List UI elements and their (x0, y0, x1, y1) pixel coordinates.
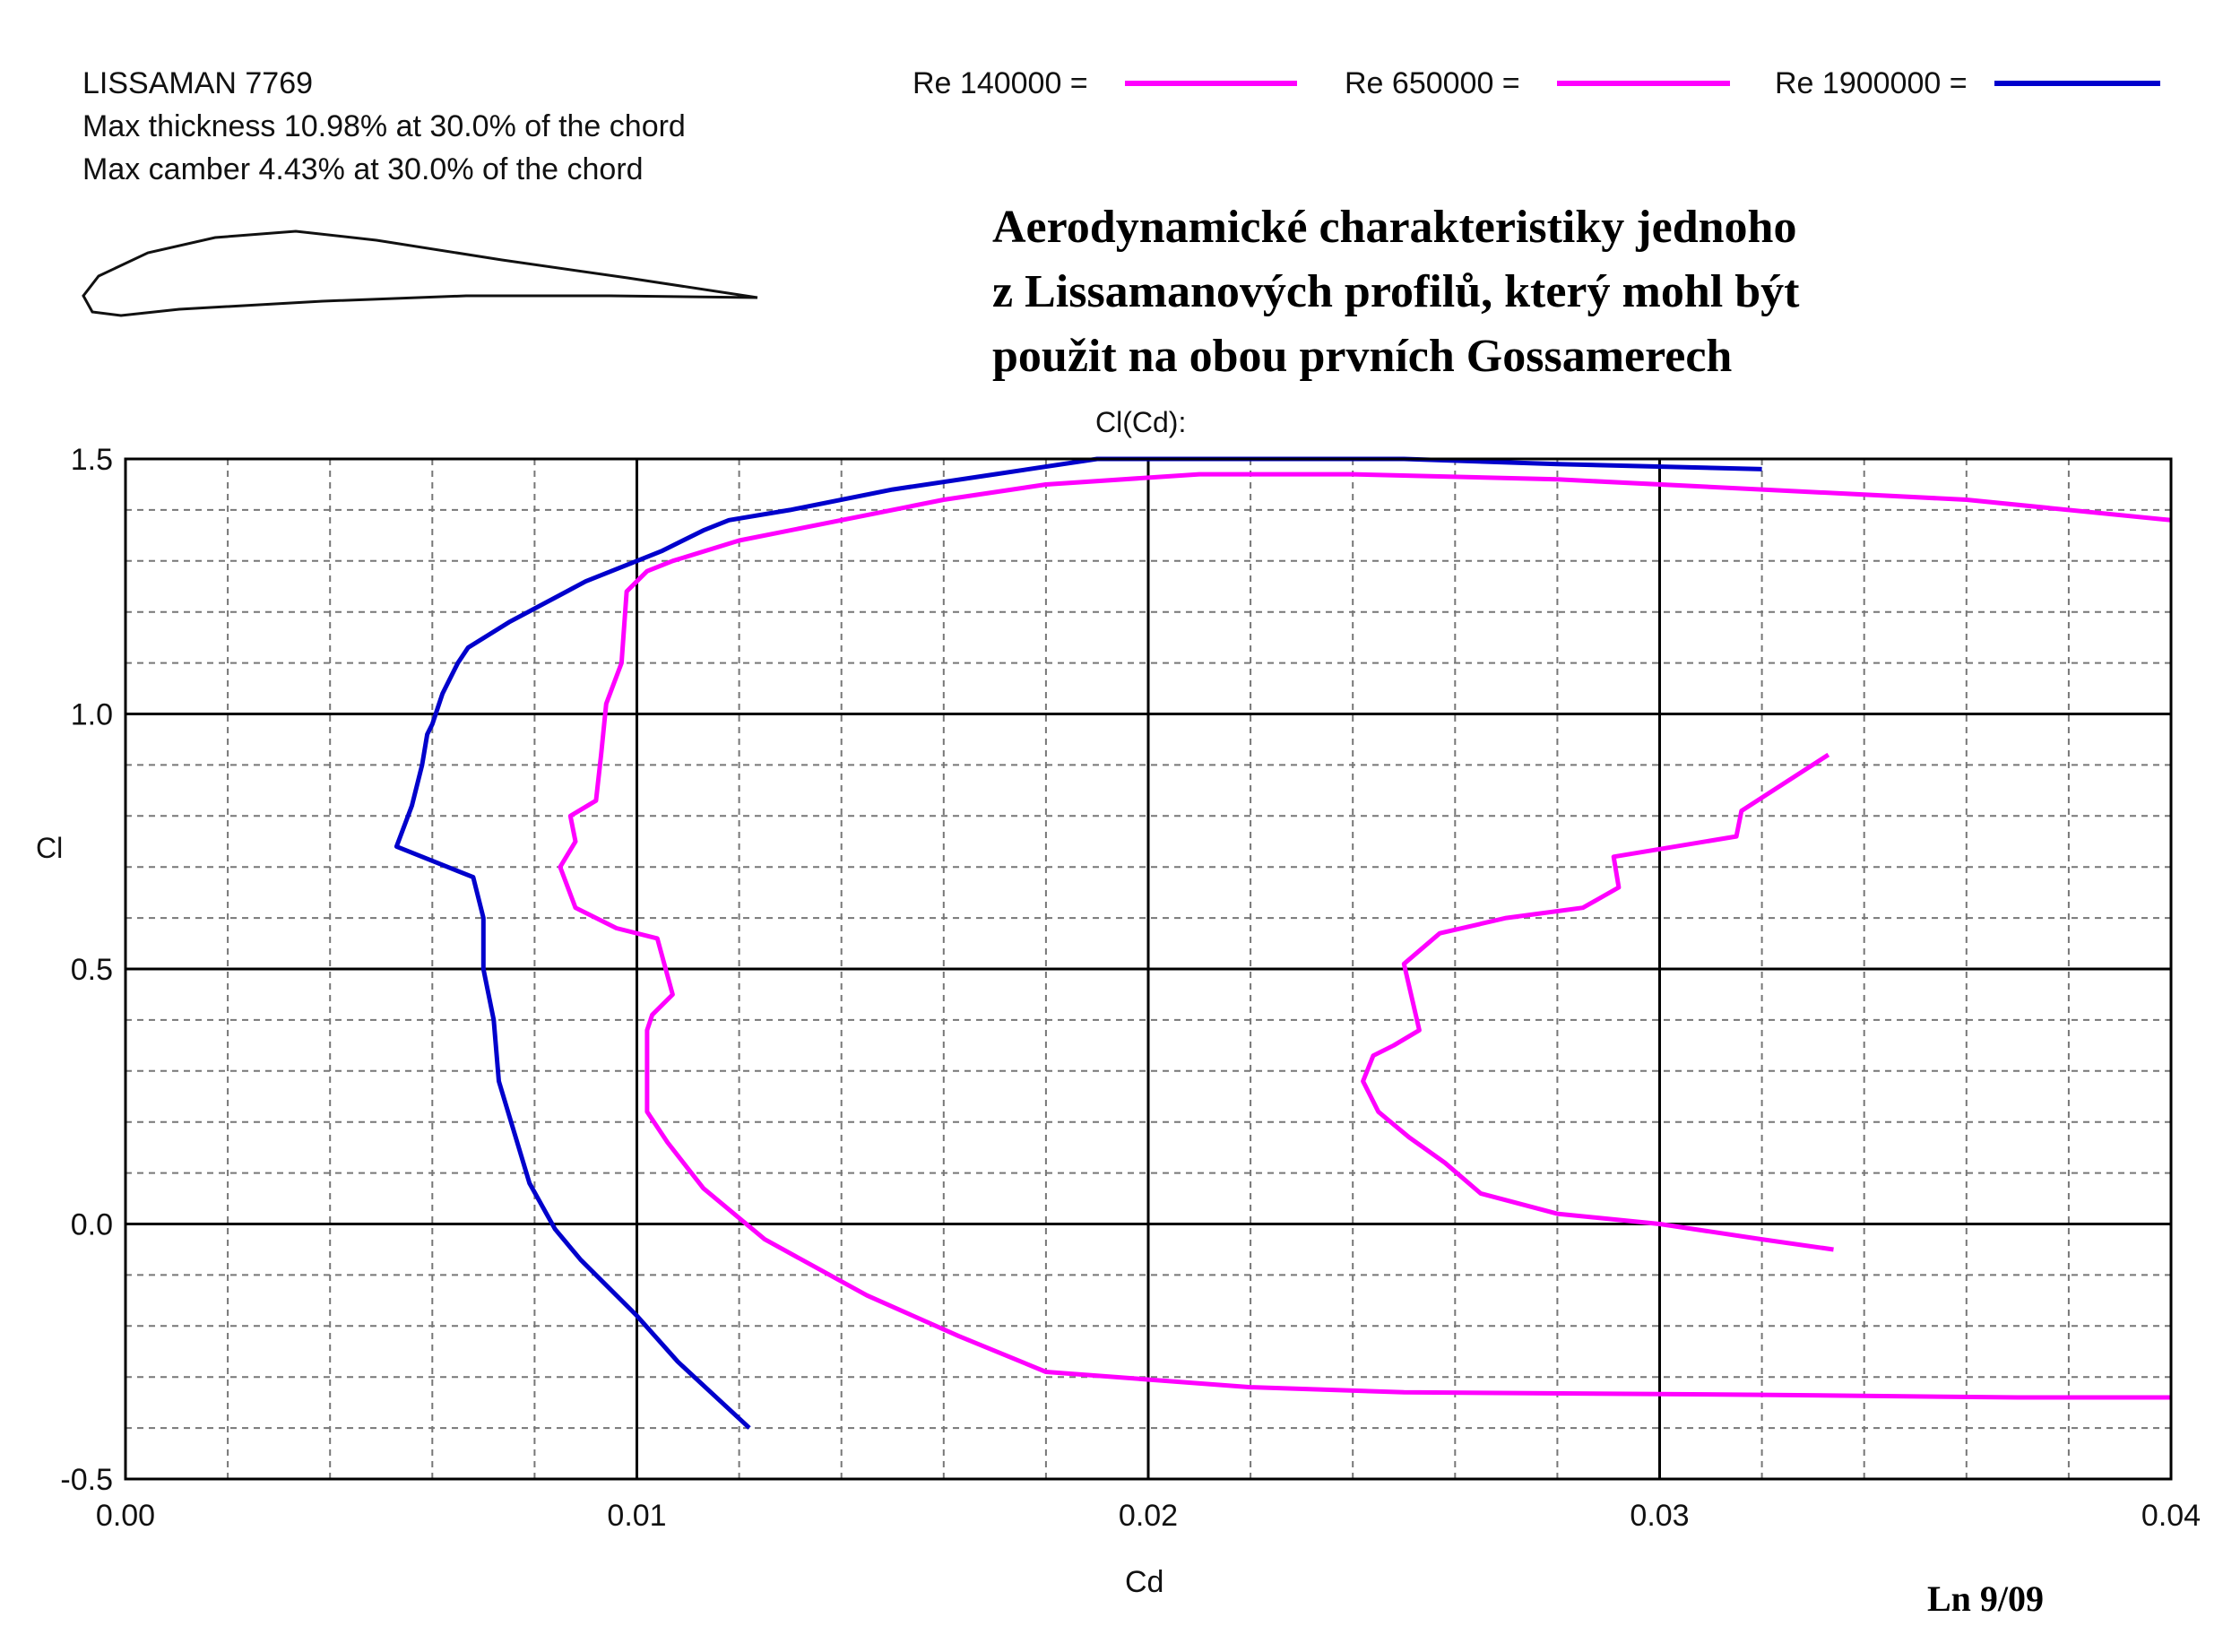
annotation-title: Aerodynamické charakteristiky jednoho z … (992, 202, 1800, 382)
airfoil-info: LISSAMAN 7769 Max thickness 10.98% at 30… (82, 66, 758, 317)
footer-note: Ln 9/09 (1927, 1578, 2044, 1619)
x-tick-label: 0.00 (96, 1499, 155, 1533)
x-tick-label: 0.02 (1119, 1499, 1178, 1533)
airfoil-thickness: Max thickness 10.98% at 30.0% of the cho… (82, 109, 686, 143)
legend-item-re650000: Re 650000 = (1345, 66, 1730, 100)
y-axis-label: Cl (36, 832, 63, 864)
legend-label-re140000: Re 140000 = (913, 66, 1088, 100)
legend-item-re1900000: Re 1900000 = (1775, 66, 2160, 100)
series-line-re-140000 (1361, 752, 1834, 1252)
series-line-re-650000 (558, 471, 2172, 1400)
x-tick-label: 0.04 (2141, 1499, 2201, 1533)
annotation-line-2: z Lissamanových profilů, který mohl být (992, 266, 1800, 317)
airfoil-camber: Max camber 4.43% at 30.0% of the chord (82, 152, 644, 186)
y-tick-label: 1.5 (71, 443, 113, 477)
x-tick-label: 0.03 (1630, 1499, 1689, 1533)
axis-ticks: 0.00 0.01 0.02 0.03 0.04 1.5 1.0 0.5 0.0 -0.5 (60, 443, 2201, 1533)
series-lines (394, 456, 2172, 1430)
airfoil-name: LISSAMAN 7769 (82, 66, 313, 100)
y-tick-label: -0.5 (60, 1463, 113, 1497)
legend-item-re140000: Re 140000 = (913, 66, 1297, 100)
airfoil-shape (82, 229, 758, 317)
legend-label-re1900000: Re 1900000 = (1775, 66, 1968, 100)
legend-label-re650000: Re 650000 = (1345, 66, 1520, 100)
y-tick-label: 0.5 (71, 953, 113, 987)
plot-frame (124, 457, 2173, 1481)
y-tick-label: 0.0 (71, 1208, 113, 1242)
series-line-re-1900000 (394, 456, 1762, 1430)
annotation-line-3: použit na obou prvních Gossamerech (992, 331, 1732, 382)
legend: Re 140000 = Re 650000 = Re 1900000 = (913, 66, 2160, 100)
grid (125, 459, 2171, 1479)
x-axis-label: Cd (1125, 1565, 1163, 1599)
y-tick-label: 1.0 (71, 698, 113, 732)
x-tick-label: 0.01 (607, 1499, 666, 1533)
annotation-line-1: Aerodynamické charakteristiky jednoho (992, 202, 1796, 253)
chart-title: Cl(Cd): (1095, 406, 1186, 438)
